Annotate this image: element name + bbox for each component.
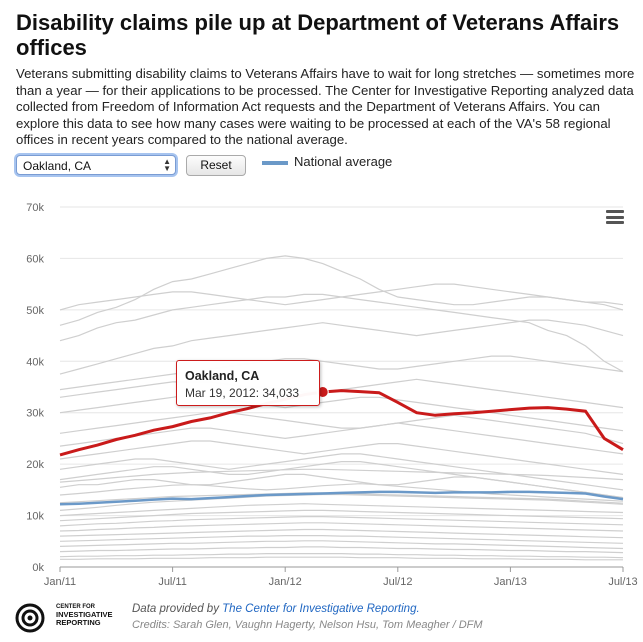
- y-tick-label: 20k: [26, 459, 44, 471]
- reset-button[interactable]: Reset: [186, 155, 246, 176]
- grid-layer: [60, 206, 623, 568]
- office-series-line: [59, 546, 624, 554]
- claims-chart: 0k 10k 20k 30k 40k 50k 60k 70k Jan/11 Jul/11 Jan/1…: [26, 202, 637, 588]
- office-series-line: [59, 553, 624, 559]
- highlight-layer: [59, 385, 624, 457]
- y-tick-label: 30k: [26, 408, 44, 420]
- national-average-layer: [59, 490, 624, 506]
- y-tick-label: 0k: [32, 562, 44, 574]
- select-arrows-icon: ▲ ▼: [163, 157, 171, 173]
- logo-line-2: INVESTIGATIVE: [56, 610, 113, 619]
- other-offices-layer: [59, 255, 624, 561]
- office-series-line: [59, 493, 624, 511]
- office-series-line: [59, 522, 624, 532]
- page-description: Veterans submitting disability claims to…: [16, 66, 635, 147]
- legend-label-national: National average: [294, 154, 393, 169]
- office-series-line: [59, 528, 624, 539]
- logo-line-3: REPORTING: [56, 618, 101, 627]
- y-tick-label: 40k: [26, 356, 44, 368]
- data-source-prefix: Data provided by: [132, 603, 219, 615]
- office-series-line: [59, 540, 624, 550]
- y-tick-label: 10k: [26, 511, 44, 523]
- office-series-line: [59, 412, 624, 445]
- office-select-value: Oakland, CA: [23, 159, 92, 173]
- author-credits: Credits: Sarah Glen, Vaughn Hagerty, Nel…: [132, 619, 483, 631]
- x-tick-label: Jul/12: [383, 576, 412, 588]
- office-series-line: [59, 535, 624, 544]
- office-series-line: [59, 378, 624, 409]
- tooltip: Oakland, CA Mar 19, 2012: 34,033: [176, 360, 320, 406]
- x-tick-label: Jul/13: [608, 576, 637, 588]
- axis-layer: 0k 10k 20k 30k 40k 50k 60k 70k Jan/11 Jul/11 Jan/1…: [26, 202, 637, 588]
- chart-controls: Oakland, CA ▲ ▼ Reset National average: [16, 154, 636, 177]
- y-tick-label: 70k: [26, 202, 44, 214]
- office-series-line: [59, 293, 624, 373]
- office-series-line: [59, 255, 624, 326]
- office-series-line: [60, 556, 623, 561]
- office-series-line: [59, 509, 624, 522]
- national-average-line: [59, 490, 624, 506]
- tooltip-value: Mar 19, 2012: 34,033: [185, 386, 300, 400]
- legend-swatch-national: [262, 161, 288, 165]
- office-series-line: [59, 355, 624, 391]
- data-source-credit: Data provided by The Center for Investig…: [132, 603, 420, 615]
- office-series-line: [59, 319, 624, 375]
- office-series-line: [59, 453, 624, 491]
- x-tick-label: Jan/13: [494, 576, 527, 588]
- tooltip-title: Oakland, CA: [185, 369, 260, 383]
- y-tick-label: 60k: [26, 253, 44, 265]
- office-series-line: [59, 503, 624, 517]
- office-series-line: [59, 440, 624, 475]
- y-tick-label: 50k: [26, 305, 44, 317]
- cir-logo-icon: [15, 603, 45, 633]
- x-tick-label: Jan/12: [269, 576, 302, 588]
- footer: CENTER FOR INVESTIGATIVE REPORTING Data …: [0, 596, 643, 642]
- office-series-line: [59, 516, 624, 527]
- office-series-line: [59, 468, 624, 483]
- office-series-line: [59, 394, 624, 432]
- office-series-line: [59, 483, 624, 502]
- page-title: Disability claims pile up at Department …: [16, 10, 620, 60]
- oakland-series-line: [59, 389, 624, 457]
- office-series-line: [59, 422, 624, 455]
- office-series-line: [59, 473, 624, 499]
- cir-link[interactable]: The Center for Investigative Reporting.: [222, 603, 420, 615]
- logo-text: CENTER FOR INVESTIGATIVE REPORTING: [56, 603, 113, 627]
- x-tick-label: Jan/11: [44, 576, 76, 588]
- office-select[interactable]: Oakland, CA ▲ ▼: [16, 155, 176, 175]
- logo-line-1: CENTER FOR: [56, 604, 95, 610]
- hamburger-menu-icon[interactable]: [606, 210, 624, 226]
- x-tick-label: Jul/11: [158, 576, 187, 588]
